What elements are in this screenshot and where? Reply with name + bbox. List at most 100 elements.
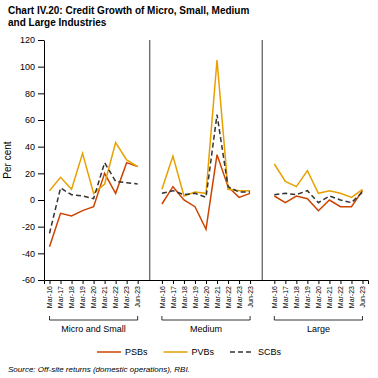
- group-label: Large: [307, 324, 330, 334]
- x-tick: Mar-20: [315, 280, 322, 308]
- x-tick-mark: [206, 280, 207, 284]
- x-tick-mark: [307, 280, 308, 284]
- x-tick-label: Mar-17: [170, 286, 177, 308]
- series-line: [50, 163, 138, 234]
- y-tick: 40: [25, 142, 44, 152]
- y-tick-mark: [38, 40, 44, 41]
- legend: PSBs PVBs SCBs: [97, 347, 282, 357]
- y-tick: 100: [20, 62, 44, 72]
- chart: Chart IV.20: Credit Growth of Micro, Sma…: [0, 0, 378, 378]
- x-tick-mark: [105, 280, 106, 284]
- y-tick: 80: [25, 89, 44, 99]
- x-tick-label: Mar-18: [293, 286, 300, 308]
- y-tick-mark: [38, 200, 44, 201]
- x-tick: Mar-16: [46, 280, 53, 308]
- x-tick: Mar-19: [79, 280, 86, 308]
- x-tick: Jun-23: [247, 280, 254, 307]
- y-axis-line: [44, 41, 45, 281]
- x-tick: Mar-18: [181, 280, 188, 308]
- x-tick-label: Mar-22: [112, 286, 119, 308]
- x-tick: Mar-23: [236, 280, 243, 308]
- group-bracket: [274, 316, 362, 320]
- y-label: Per cent: [2, 141, 13, 178]
- group-separator: [262, 40, 263, 280]
- y-tick-label: 80: [25, 89, 35, 99]
- series-line: [162, 115, 250, 198]
- x-tick-mark: [162, 280, 163, 284]
- x-tick-mark: [184, 280, 185, 284]
- y-tick-label: 0: [30, 195, 35, 205]
- x-tick-mark: [195, 280, 196, 284]
- y-tick-mark: [38, 120, 44, 121]
- x-tick-label: Mar-20: [315, 286, 322, 308]
- x-tick-mark: [116, 280, 117, 284]
- x-axis-line: [45, 281, 369, 285]
- x-tick: Mar-19: [304, 280, 311, 308]
- x-tick-mark: [351, 280, 352, 284]
- x-tick: Mar-22: [112, 280, 119, 308]
- legend-item: PSBs: [97, 347, 148, 357]
- x-tick-label: Mar-17: [57, 286, 64, 308]
- x-tick-label: Mar-21: [326, 286, 333, 308]
- y-axis: -60 -40 -20 0 20 40 60 80 100 120: [20, 35, 45, 285]
- x-tick: Mar-21: [326, 280, 333, 308]
- x-axis: Mar-16 Mar-17 Mar-18 Mar-19 Mar-20 Mar-21 Mar-…: [45, 280, 369, 308]
- x-tick-label: Mar-18: [68, 286, 75, 308]
- x-tick-label: Mar-20: [90, 286, 97, 308]
- x-tick-label: Mar-18: [181, 286, 188, 308]
- y-tick-mark: [38, 253, 44, 254]
- group-bracket: [50, 316, 138, 320]
- x-tick: Mar-18: [293, 280, 300, 308]
- x-tick: Mar-21: [214, 280, 221, 308]
- x-tick-mark: [362, 280, 363, 284]
- x-tick-mark: [340, 280, 341, 284]
- x-tick-label: Mar-16: [159, 286, 166, 308]
- y-tick: 0: [30, 195, 44, 205]
- x-tick-label: Jun-23: [134, 286, 141, 308]
- group-label: Micro and Small: [61, 324, 126, 334]
- y-tick-mark: [38, 227, 44, 228]
- x-tick: Mar-20: [90, 280, 97, 308]
- x-tick: Mar-17: [282, 280, 289, 308]
- x-tick-label: Mar-23: [348, 286, 355, 308]
- x-tick-mark: [329, 280, 330, 284]
- x-tick-mark: [138, 280, 139, 284]
- x-tick-label: Mar-21: [101, 286, 108, 308]
- x-tick-label: Mar-16: [271, 286, 278, 308]
- x-tick: Mar-23: [123, 280, 130, 308]
- x-tick-mark: [72, 280, 73, 284]
- y-tick: 120: [20, 35, 44, 45]
- y-tick-mark: [38, 173, 44, 174]
- x-tick-mark: [83, 280, 84, 284]
- x-tick: Mar-22: [337, 280, 344, 308]
- y-tick-label: 40: [25, 142, 35, 152]
- legend-item: SCBs: [230, 347, 282, 357]
- x-tick: Mar-17: [57, 280, 64, 308]
- lines: [50, 60, 363, 247]
- x-tick-mark: [239, 280, 240, 284]
- y-tick: -60: [22, 275, 44, 285]
- series-line: [162, 60, 250, 196]
- legend-item: PVBs: [163, 347, 214, 357]
- x-tick-label: Mar-23: [123, 286, 130, 308]
- group-label: Medium: [190, 324, 222, 334]
- group-separator: [149, 40, 150, 280]
- group-bracket: [162, 316, 250, 320]
- series-line: [50, 163, 138, 247]
- legend-swatch: [230, 351, 254, 353]
- y-tick-label: 60: [25, 115, 35, 125]
- y-tick: -20: [22, 222, 44, 232]
- x-tick-label: Mar-16: [46, 286, 53, 308]
- x-tick: Mar-16: [159, 280, 166, 308]
- x-tick-mark: [318, 280, 319, 284]
- x-tick-label: Jun-23: [359, 286, 366, 308]
- series-line: [50, 143, 138, 194]
- legend-swatch: [163, 351, 187, 353]
- x-tick-mark: [173, 280, 174, 284]
- y-tick: 20: [25, 169, 44, 179]
- y-tick-label: 20: [25, 169, 35, 179]
- series-line: [274, 164, 362, 197]
- x-tick-mark: [217, 280, 218, 284]
- x-tick-mark: [228, 280, 229, 284]
- y-tick-label: -40: [22, 249, 35, 259]
